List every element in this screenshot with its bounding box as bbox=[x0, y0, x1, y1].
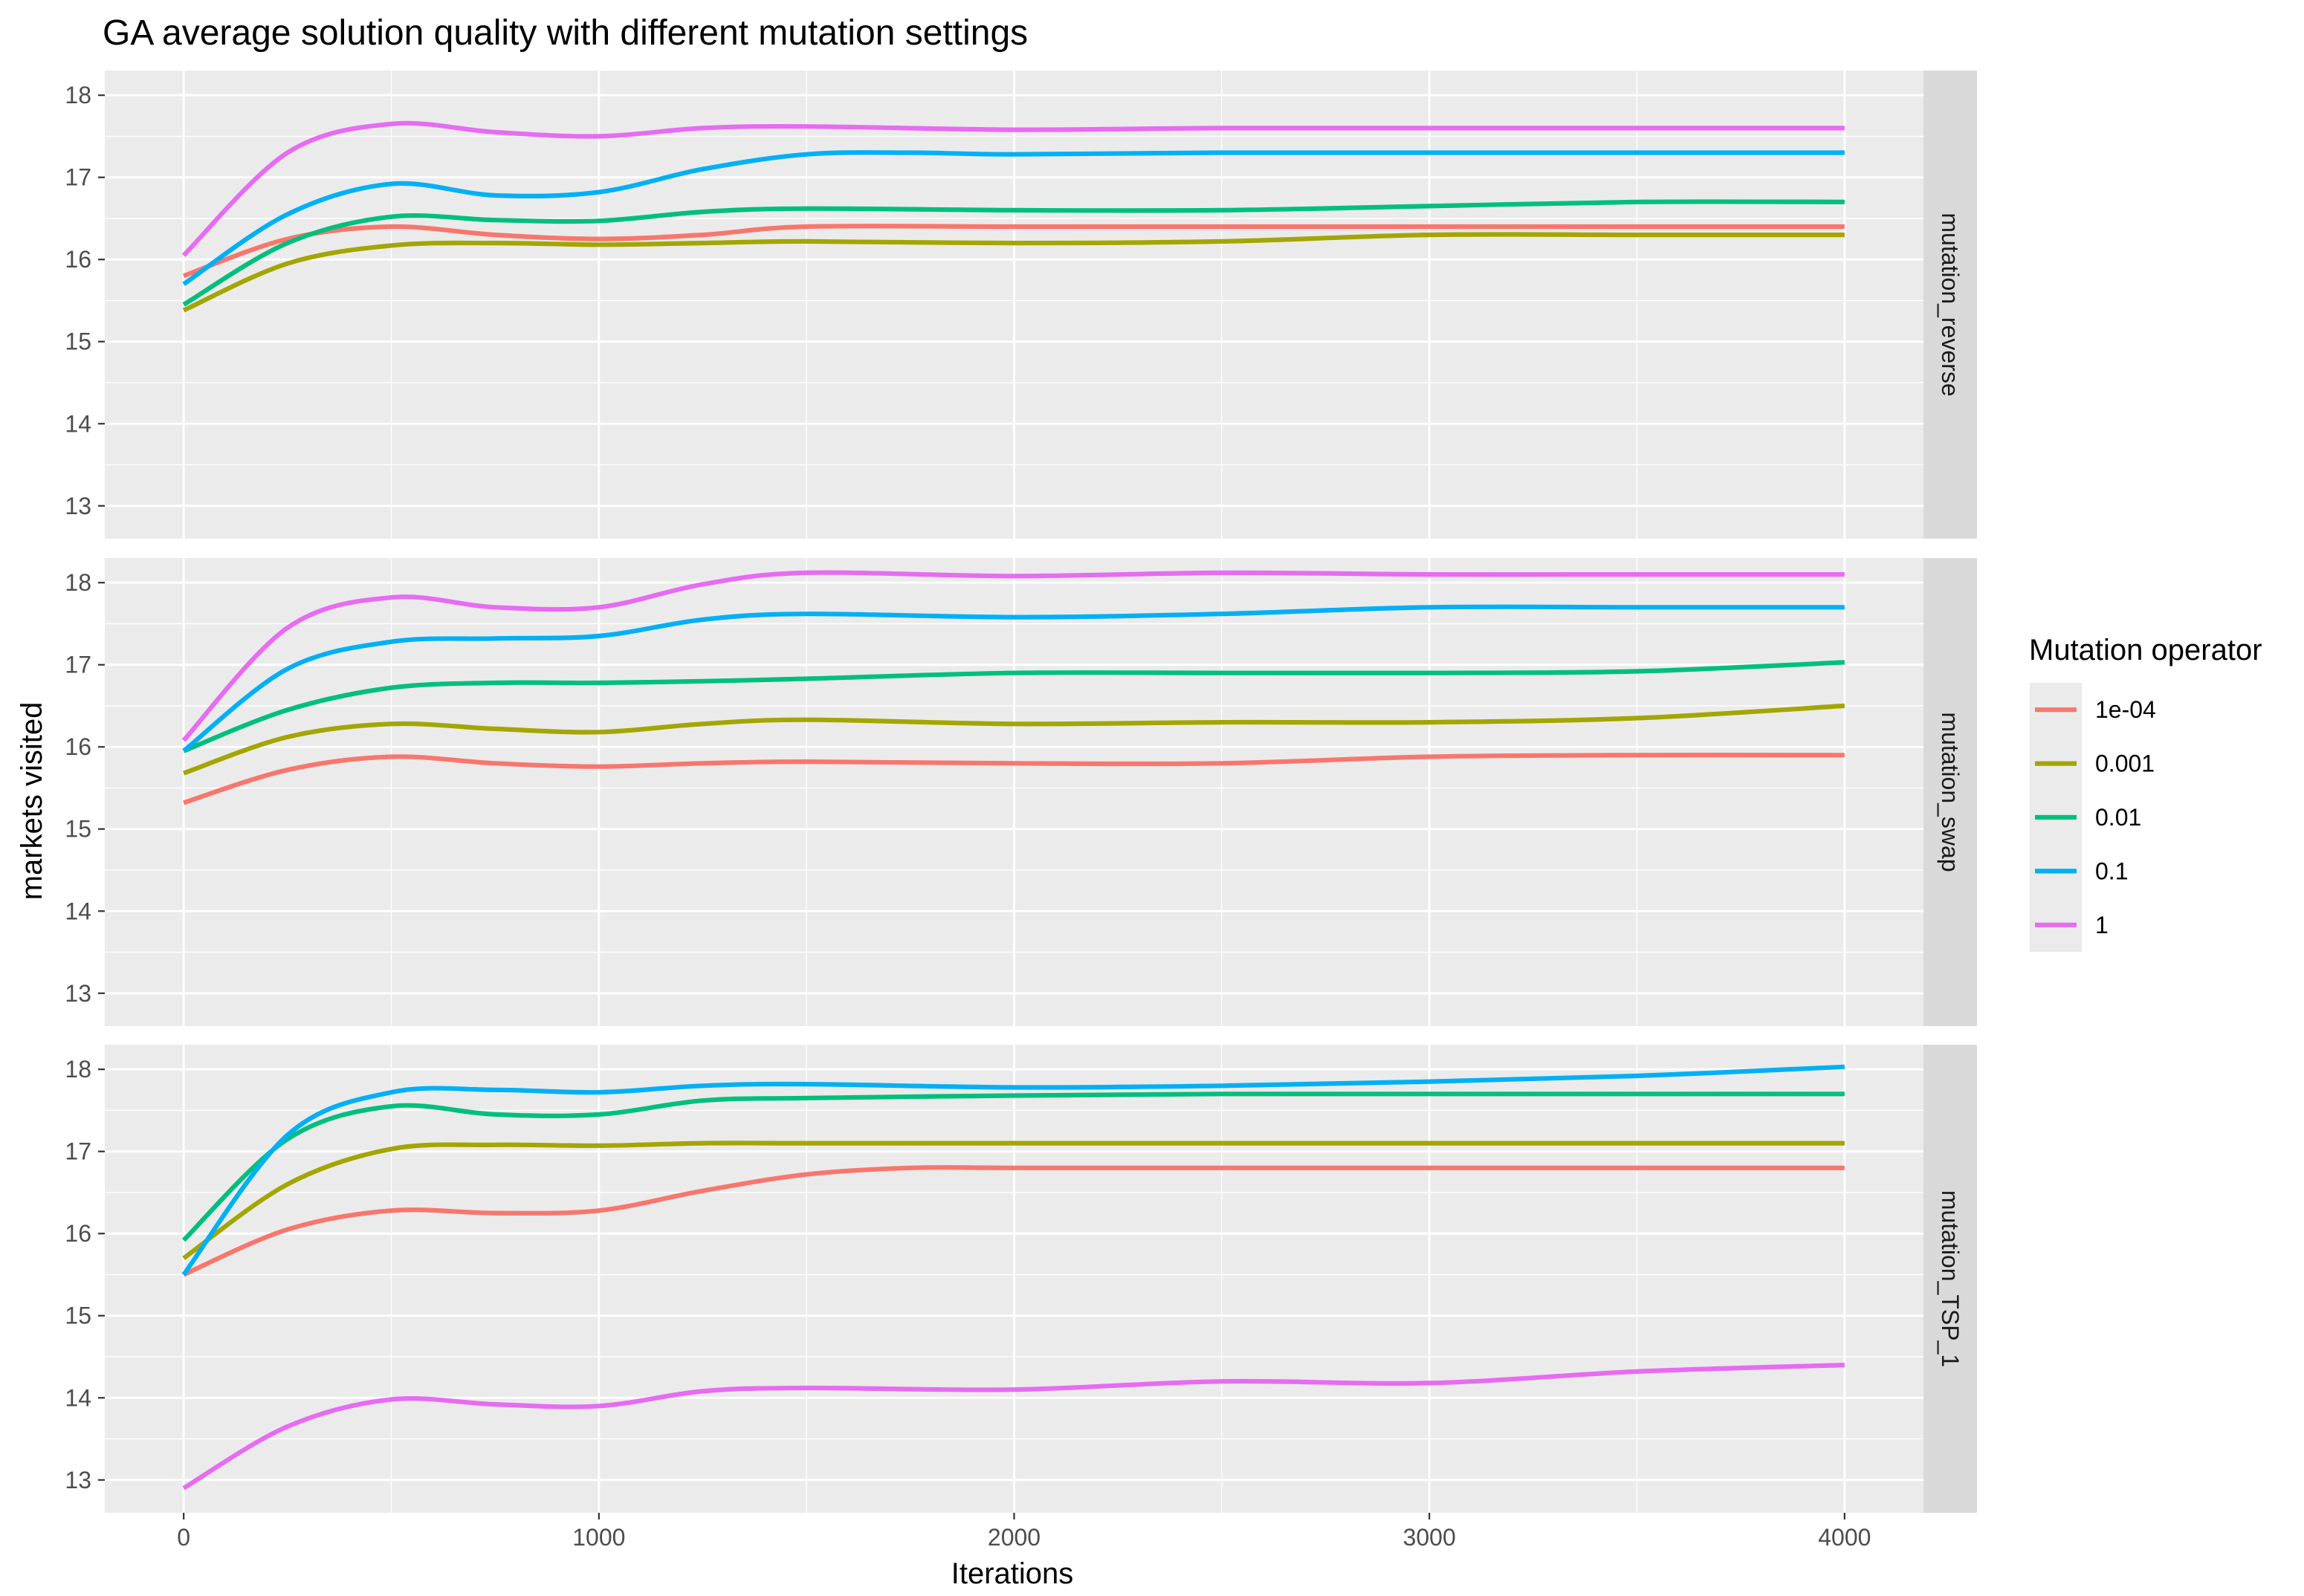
facet-strip bbox=[1923, 71, 1977, 539]
series-line-0.01 bbox=[182, 199, 1845, 307]
facet-panels: 13 14 15 16 17 18 mutation_reverse 13 14 15 16 17 18… bbox=[65, 71, 1977, 1551]
series-line-1e-04 bbox=[183, 753, 1845, 805]
y-tick-label: 13 bbox=[65, 980, 91, 1007]
x-tick-label: 3000 bbox=[1403, 1524, 1456, 1551]
series-line-1 bbox=[182, 1363, 1845, 1490]
legend-label-1e-04: 1e-04 bbox=[2095, 696, 2156, 723]
y-tick-label: 18 bbox=[65, 1056, 91, 1083]
legend-label-0.01: 0.01 bbox=[2095, 804, 2141, 831]
facet-panel-mutation_reverse: 13 14 15 16 17 18 mutation_reverse bbox=[65, 71, 1977, 539]
facet-strip-label: mutation_TSP_1 bbox=[1937, 1190, 1964, 1367]
y-tick-label: 16 bbox=[65, 733, 91, 760]
series-line-0.001 bbox=[182, 232, 1845, 313]
series-line-0.1 bbox=[182, 604, 1845, 753]
series-line-0.001 bbox=[183, 703, 1845, 776]
x-axis-title: Iterations bbox=[951, 1557, 1074, 1590]
facet-strip bbox=[1923, 558, 1977, 1026]
y-tick-label: 16 bbox=[65, 246, 91, 273]
legend: Mutation operator 1e-04 0.001 0.01 0.1 1 bbox=[2029, 634, 2262, 952]
y-tick-label: 14 bbox=[65, 1384, 91, 1411]
y-tick-label: 14 bbox=[65, 898, 91, 924]
series-line-1e-04 bbox=[182, 1165, 1845, 1277]
series-line-1e-04 bbox=[183, 224, 1845, 279]
y-tick-label: 18 bbox=[65, 569, 91, 596]
x-tick-label: 1000 bbox=[572, 1524, 625, 1551]
y-tick-label: 15 bbox=[65, 328, 91, 355]
facet-panel-mutation_swap: 13 14 15 16 17 18 mutation_swap bbox=[65, 558, 1977, 1026]
facet-strip-label: mutation_swap bbox=[1937, 712, 1964, 872]
facet-strip-label: mutation_reverse bbox=[1937, 213, 1964, 396]
y-tick-label: 17 bbox=[65, 164, 91, 191]
legend-title: Mutation operator bbox=[2029, 634, 2262, 666]
y-tick-label: 18 bbox=[65, 82, 91, 108]
legend-label-0.001: 0.001 bbox=[2095, 750, 2155, 777]
facet-strip bbox=[1923, 1045, 1977, 1513]
y-tick-label: 17 bbox=[65, 1138, 91, 1165]
y-tick-label: 14 bbox=[65, 410, 91, 437]
series-line-0.01 bbox=[182, 660, 1845, 753]
series-line-0.1 bbox=[182, 150, 1845, 286]
series-line-1 bbox=[181, 570, 1845, 742]
y-tick-label: 16 bbox=[65, 1220, 91, 1247]
y-axis-title: markets visited bbox=[16, 702, 48, 901]
legend-label-0.1: 0.1 bbox=[2095, 857, 2128, 884]
legend-label-1: 1 bbox=[2095, 912, 2109, 938]
facet-panel-mutation_TSP_1: 13 14 15 16 17 18 mutation_TSP_1 bbox=[65, 1045, 1977, 1513]
legend-items: 1e-04 0.001 0.01 0.1 1 bbox=[2035, 696, 2156, 938]
series-line-0.01 bbox=[181, 1091, 1845, 1242]
x-tick-label: 0 bbox=[177, 1524, 190, 1551]
y-tick-label: 15 bbox=[65, 816, 91, 843]
y-tick-label: 13 bbox=[65, 493, 91, 519]
series-line-1 bbox=[181, 120, 1845, 257]
x-tick-label: 2000 bbox=[988, 1524, 1041, 1551]
y-tick-label: 13 bbox=[65, 1467, 91, 1493]
y-tick-label: 17 bbox=[65, 652, 91, 678]
x-tick-label: 4000 bbox=[1818, 1524, 1871, 1551]
series-line-0.1 bbox=[181, 1064, 1845, 1277]
series-line-0.001 bbox=[182, 1141, 1845, 1260]
y-tick-label: 15 bbox=[65, 1303, 91, 1329]
chart-title: GA average solution quality with differe… bbox=[103, 13, 1028, 53]
